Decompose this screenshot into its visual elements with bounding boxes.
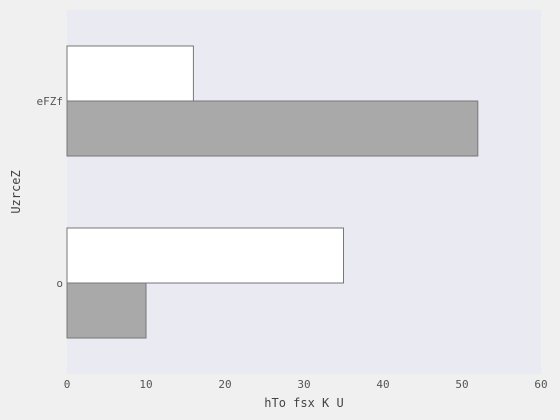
- x-tick-label: 40: [376, 378, 389, 391]
- bars-group: [66, 45, 479, 339]
- x-axis-label: hTo fsx K U: [264, 396, 343, 410]
- y-tick-label: eFZf: [37, 95, 64, 108]
- y-axis-label: UzrceZ: [9, 170, 23, 213]
- x-tick-label: 60: [534, 378, 547, 391]
- y-tick-label: o: [56, 277, 63, 290]
- bar-o-series-1: [66, 227, 344, 284]
- bar-eFZf-series-2: [66, 100, 479, 157]
- x-tick-label: 30: [297, 378, 310, 391]
- x-tick-label: 0: [64, 378, 71, 391]
- x-tick-label: 50: [455, 378, 468, 391]
- y-axis-ticks: eFZf o: [37, 95, 64, 290]
- x-tick-label: 10: [139, 378, 152, 391]
- x-axis-ticks: 0 10 20 30 40 50 60: [64, 378, 548, 391]
- x-tick-label: 20: [218, 378, 231, 391]
- bar-o-series-2: [66, 282, 147, 339]
- bar-eFZf-series-1: [66, 45, 194, 102]
